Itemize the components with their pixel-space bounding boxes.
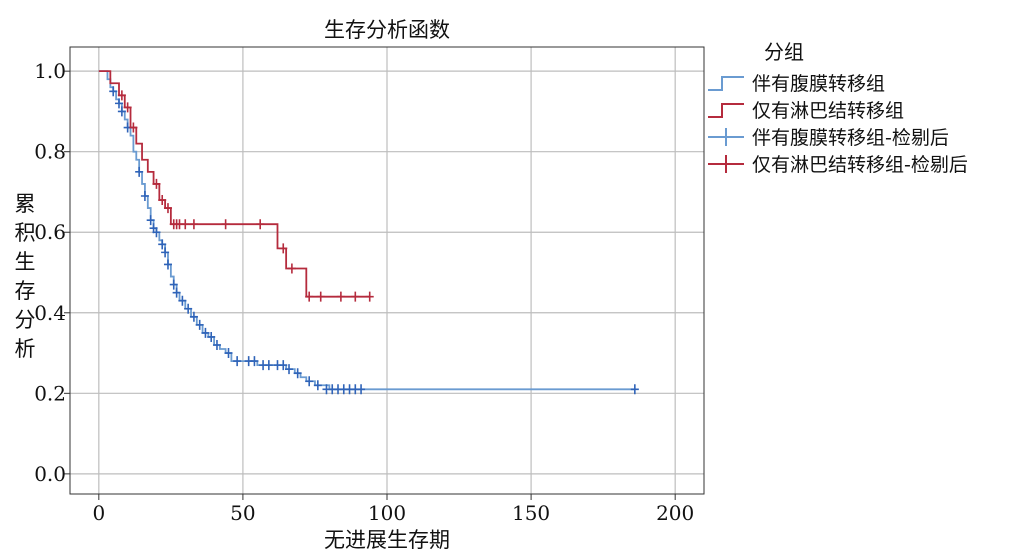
censor-mark: [114, 98, 123, 109]
x-tick-label: 200: [656, 501, 694, 525]
x-tick-label: 50: [230, 501, 255, 525]
x-axis-label: 无进展生存期: [324, 528, 450, 552]
censor-mark: [189, 219, 198, 230]
censor-mark: [158, 239, 167, 250]
legend-item: 仅有淋巴结转移组-检剔后: [700, 150, 1020, 177]
legend-censor-swatch: [708, 155, 744, 173]
legend-label: 伴有腹膜转移组: [752, 73, 886, 95]
censor-mark: [279, 243, 288, 254]
censor-mark: [357, 384, 366, 395]
y-axis-label-char: 累: [14, 192, 36, 216]
censor-mark: [146, 215, 155, 226]
censor-mark: [285, 364, 294, 375]
x-tick-label: 100: [368, 501, 406, 525]
censor-mark: [201, 327, 210, 338]
legend-line-swatch: [708, 103, 744, 118]
legend-item: 伴有腹膜转移组: [700, 69, 1020, 96]
censor-mark: [250, 356, 259, 367]
legend-label: 仅有淋巴结转移组-检剔后: [752, 154, 968, 176]
censor-mark: [135, 166, 144, 177]
censor-mark: [212, 340, 221, 350]
legend-item: 伴有腹膜转移组-检剔后: [700, 123, 1020, 150]
censor-mark: [181, 219, 190, 230]
censor-mark: [233, 356, 242, 367]
censor-mark: [221, 219, 230, 230]
y-axis-label-char: 积: [14, 221, 36, 245]
censor-mark: [365, 291, 374, 302]
legend-item: 仅有淋巴结转移组: [700, 96, 1020, 123]
survival-curve-1: [98, 70, 635, 391]
x-tick-label: 150: [512, 501, 550, 525]
censor-mark: [316, 291, 325, 302]
y-tick-label: 0.0: [34, 462, 66, 486]
censor-marks: [109, 86, 639, 395]
legend-step-line: [708, 103, 744, 118]
censor-mark: [109, 86, 118, 97]
y-tick-label: 1.0: [34, 59, 66, 83]
grid-lines: [70, 47, 704, 494]
censor-mark: [351, 291, 360, 302]
legend-censor-swatch: [708, 128, 744, 146]
censor-mark: [140, 191, 149, 201]
y-axis-label-char: 分: [14, 308, 36, 332]
censor-mark: [161, 247, 170, 258]
y-axis-label-char: 生: [14, 250, 36, 274]
x-tick-label: 0: [92, 501, 105, 525]
y-axis-label-char: 析: [14, 337, 36, 361]
censor-mark: [189, 311, 198, 322]
censor-mark: [336, 291, 345, 302]
x-axis-ticks: 0 50 100 150 200: [92, 494, 694, 525]
legend-line-swatch: [708, 76, 744, 91]
y-axis-label-char: 存: [14, 279, 36, 303]
censor-mark: [305, 291, 314, 302]
legend-censor-plus: [708, 128, 744, 146]
censor-mark: [287, 263, 296, 274]
censor-mark: [630, 384, 639, 395]
chart-title: 生存分析函数: [324, 18, 450, 42]
y-axis-ticks: 0.0 0.2 0.4 0.6 0.8 1.0: [34, 59, 70, 486]
censor-mark: [184, 303, 193, 314]
censor-mark: [158, 195, 167, 206]
censor-mark: [264, 360, 273, 371]
y-tick-label: 0.2: [34, 381, 66, 405]
censor-mark: [256, 219, 265, 230]
censor-mark: [195, 319, 204, 330]
legend-label: 仅有淋巴结转移组: [752, 100, 905, 122]
censor-mark: [293, 368, 302, 379]
censor-mark: [313, 380, 322, 391]
censor-mark: [117, 90, 126, 101]
censor-mark: [129, 122, 138, 133]
legend-censor-plus: [708, 155, 744, 173]
y-tick-label: 0.6: [34, 220, 66, 244]
censor-mark: [152, 227, 161, 238]
censor-mark: [224, 348, 233, 359]
censor-mark: [207, 331, 216, 342]
y-axis-label: 累积生存分析: [8, 190, 42, 364]
legend-step-line: [708, 76, 744, 91]
y-tick-label: 0.8: [34, 140, 66, 164]
legend-title: 分组: [764, 40, 804, 64]
censor-mark: [152, 178, 161, 189]
censor-mark: [172, 287, 181, 298]
censor-mark: [163, 203, 172, 214]
survival-curves: [98, 70, 635, 391]
censor-mark: [123, 102, 132, 113]
y-tick-label: 0.4: [34, 301, 66, 325]
censor-mark: [305, 376, 314, 387]
censor-mark: [169, 279, 178, 290]
legend-label: 伴有腹膜转移组-检剔后: [752, 127, 949, 149]
legend: 分组 伴有腹膜转移组 仅有淋巴结转移组伴有腹膜转移组-检剔后 仅有淋巴结转移组-检剔…: [700, 36, 1020, 177]
legend-items: 伴有腹膜转移组 仅有淋巴结转移组伴有腹膜转移组-检剔后 仅有淋巴结转移组-检剔后: [700, 69, 1020, 177]
censor-mark: [279, 360, 288, 371]
censor-mark: [117, 106, 126, 117]
survival-curve-2: [98, 70, 370, 298]
censor-mark: [163, 259, 172, 270]
censor-mark: [178, 295, 187, 306]
